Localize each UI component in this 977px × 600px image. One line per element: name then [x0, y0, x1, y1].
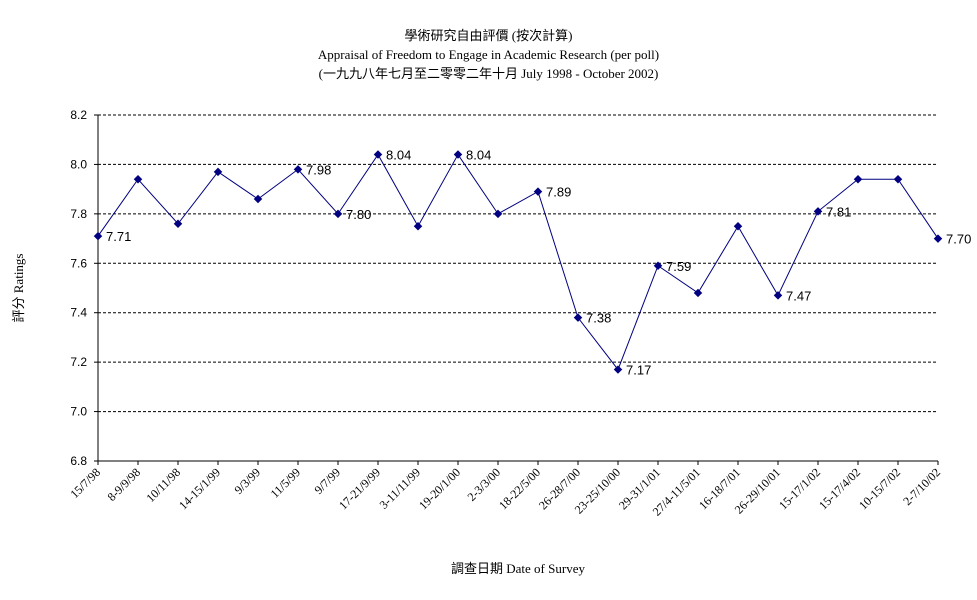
data-point — [533, 187, 543, 196]
data-point — [733, 221, 743, 231]
data-label: 7.70 — [946, 232, 971, 247]
y-tick-label: 8.0 — [70, 157, 87, 171]
series-line — [97, 153, 939, 371]
data-point — [653, 261, 663, 270]
x-tick-label: 10-15/7/02 — [856, 465, 903, 512]
data-point — [893, 175, 903, 184]
x-tick-label: 10/11/98 — [143, 465, 183, 505]
y-tick-label: 8.2 — [70, 108, 87, 122]
y-tick-label: 7.0 — [70, 405, 87, 419]
data-label: 7.81 — [826, 204, 851, 219]
data-point — [933, 234, 943, 243]
y-tick-labels: 6.8 7.0 7.2 7.4 7.6 7.8 8.0 8.2 — [70, 108, 87, 468]
x-tick-label: 14-15/1/99 — [176, 465, 223, 512]
x-tick-label: 15/7/98 — [67, 465, 103, 501]
chart-subtitle-period: (一九九八年七月至二零零二年十月 July 1998 - October 200… — [318, 66, 659, 81]
data-point — [573, 313, 583, 322]
y-tick-label: 7.4 — [70, 306, 87, 320]
data-label: 7.89 — [546, 185, 571, 200]
chart-title: 學術研究自由評價 (按次計算) — [404, 28, 573, 43]
data-point — [133, 175, 143, 184]
data-point — [333, 209, 343, 219]
x-tick-label: 9/3/99 — [232, 465, 264, 497]
y-tick-label: 7.8 — [70, 207, 87, 221]
data-label: 7.98 — [306, 162, 331, 177]
data-point — [373, 150, 383, 159]
data-point — [93, 231, 103, 241]
data-point — [413, 221, 423, 231]
y-tick-label: 6.8 — [70, 454, 87, 468]
data-point — [693, 288, 703, 298]
data-label: 7.17 — [626, 363, 651, 378]
x-tick-label: 2-3/3/00 — [464, 465, 503, 504]
x-tick-label: 9/7/99 — [312, 465, 344, 497]
y-tick-label: 7.2 — [70, 355, 87, 369]
gridlines — [98, 114, 938, 413]
data-label: 7.80 — [346, 207, 371, 222]
data-point — [773, 291, 783, 300]
x-tick-label: 15-17/4/02 — [816, 465, 863, 512]
series — [93, 150, 943, 374]
axes — [94, 114, 939, 465]
x-tick-label: 19-20/1/00 — [416, 465, 463, 512]
data-point — [213, 167, 223, 177]
x-tick-label: 17-21/9/99 — [336, 465, 383, 512]
chart-subtitle: Appraisal of Freedom to Engage in Academ… — [317, 47, 660, 62]
data-label: 7.71 — [106, 229, 131, 244]
x-tick-label: 2-7/10/02 — [900, 465, 943, 508]
x-axis-title: 調查日期 Date of Survey — [451, 561, 585, 576]
x-tick-label: 11/5/99 — [268, 465, 304, 501]
x-tick-label: 3-11/11/99 — [377, 465, 424, 512]
data-point — [453, 150, 463, 159]
data-labels: 7.71 7.98 7.80 8.04 8.04 7.89 7.38 7.17 7.59 7.47… — [106, 148, 971, 378]
data-label: 8.04 — [466, 148, 491, 163]
x-tick-label: 8-9/9/98 — [104, 465, 143, 504]
data-point — [613, 365, 623, 374]
data-point — [173, 219, 183, 228]
x-tick-label: 18-22/5/00 — [496, 465, 543, 512]
data-label: 7.59 — [666, 259, 691, 274]
y-axis-title: 評分 Ratings — [11, 254, 26, 323]
data-point — [253, 194, 263, 204]
data-point — [293, 165, 303, 174]
data-label: 8.04 — [386, 148, 411, 163]
data-label: 7.47 — [786, 288, 811, 303]
data-point — [493, 209, 503, 219]
x-tick-label: 15-17/1/02 — [776, 465, 823, 512]
data-label: 7.38 — [586, 311, 611, 326]
y-tick-label: 7.6 — [70, 256, 87, 270]
